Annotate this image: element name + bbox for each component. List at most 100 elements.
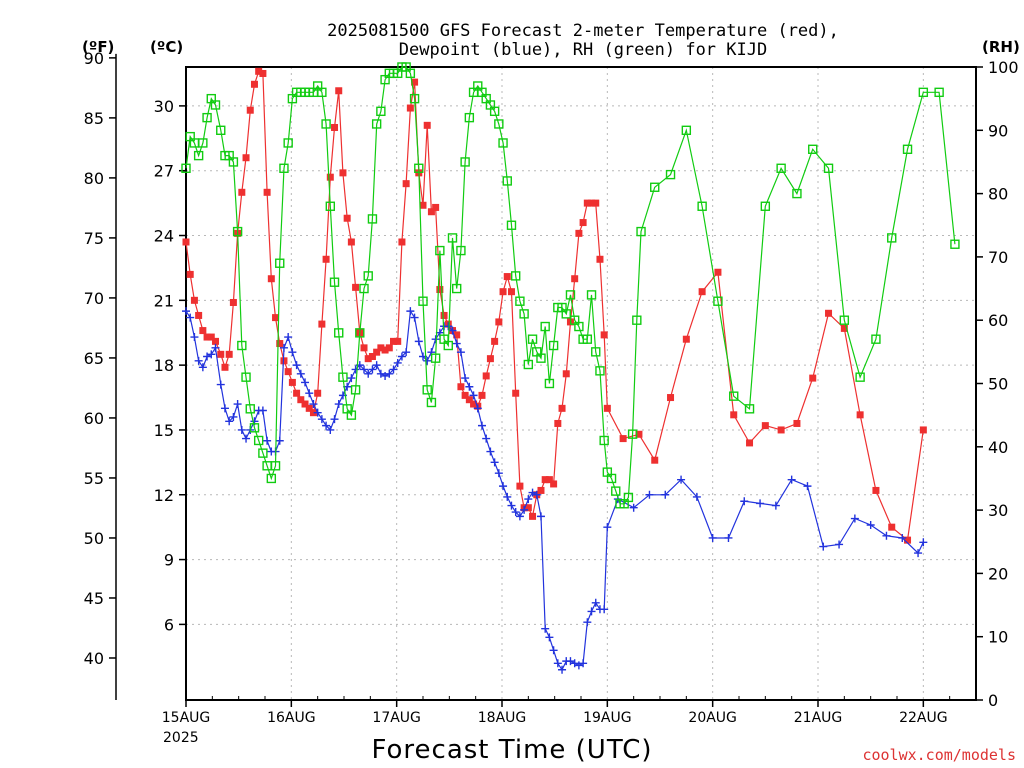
rh-point xyxy=(561,309,571,319)
rh-point xyxy=(376,106,386,117)
celsius-tick-label: 27 xyxy=(154,162,174,181)
rh-point xyxy=(729,391,739,401)
temperature-point xyxy=(919,426,927,434)
rh-point xyxy=(443,340,453,351)
dewpoint-point xyxy=(229,412,238,421)
rh-point xyxy=(249,423,260,433)
rh-tick-label: 90 xyxy=(988,121,1008,140)
rh-point xyxy=(623,492,634,503)
dewpoint-point xyxy=(211,343,220,352)
credit-link[interactable]: coolwx.com/models xyxy=(862,746,1016,764)
temperature-point xyxy=(588,199,596,207)
dewpoint-point xyxy=(819,542,828,551)
rh-point xyxy=(627,429,638,439)
temperature-point xyxy=(309,409,317,417)
temperature-point xyxy=(436,286,444,294)
temperature-point xyxy=(398,238,406,246)
temperature-point xyxy=(225,350,233,358)
temperature-point xyxy=(195,311,203,319)
temperature-point xyxy=(364,355,372,363)
dewpoint-point xyxy=(549,646,558,655)
rh-point xyxy=(586,290,597,300)
x-tick-label: 15AUG xyxy=(162,710,211,726)
temperature-point xyxy=(512,389,520,397)
temperature-point xyxy=(793,419,801,427)
celsius-tick-label: 12 xyxy=(154,486,174,505)
temperature-point xyxy=(600,331,608,339)
temperature-point xyxy=(507,288,515,296)
dewpoint-point xyxy=(203,352,212,361)
temperature-point xyxy=(872,486,880,494)
rh-point xyxy=(650,182,660,192)
rh-point xyxy=(591,347,601,357)
dewpoint-point xyxy=(182,307,190,316)
dewpoint-point xyxy=(490,458,499,467)
rh-point xyxy=(887,233,897,243)
dewpoint-point xyxy=(381,371,390,380)
temperature-point xyxy=(377,344,385,352)
dewpoint-point xyxy=(536,512,545,521)
rh-point xyxy=(210,100,221,110)
fahrenheit-tick-label: 90 xyxy=(84,49,104,68)
dewpoint-point xyxy=(558,665,567,674)
dewpoint-point xyxy=(898,533,907,542)
dewpoint-point xyxy=(661,490,670,499)
celsius-tick-label: 21 xyxy=(154,291,174,310)
temperature-point xyxy=(746,439,754,447)
rh-point xyxy=(325,201,336,211)
rh-point xyxy=(409,93,420,104)
temperature-point xyxy=(373,348,381,356)
fahrenheit-tick-label: 65 xyxy=(84,349,104,368)
temperature-point xyxy=(263,188,271,196)
dewpoint-point xyxy=(279,343,288,352)
dewpoint-point xyxy=(284,333,293,342)
rh-point xyxy=(447,233,458,243)
rh-tick-label: 30 xyxy=(988,501,1008,520)
temperature-point xyxy=(326,173,334,181)
rh-point xyxy=(245,404,255,414)
temperature-point xyxy=(255,67,263,75)
dewpoint-point xyxy=(541,624,550,633)
dewpoint-point xyxy=(677,475,686,484)
temperature-point xyxy=(571,275,579,283)
temperature-point xyxy=(343,214,351,222)
temperature-point xyxy=(714,268,722,276)
dewpoint-point xyxy=(574,661,583,670)
rh-point xyxy=(198,138,208,148)
temperature-point xyxy=(238,188,246,196)
rh-point xyxy=(744,404,755,414)
temperature-point xyxy=(390,337,398,345)
dewpoint-point xyxy=(423,356,432,365)
temperature-point xyxy=(579,219,587,227)
dewpoint-point xyxy=(376,369,385,378)
rh-point xyxy=(506,220,517,230)
temperature-point xyxy=(199,327,207,335)
temperature-point xyxy=(217,350,225,358)
rh-point xyxy=(426,397,437,408)
rh-point xyxy=(355,328,365,338)
temperature-point xyxy=(385,344,393,352)
dewpoint-point xyxy=(740,497,749,506)
dewpoint-point xyxy=(242,434,251,443)
temperature-point xyxy=(211,337,219,345)
rh-point xyxy=(599,435,609,446)
temperature-point xyxy=(478,391,486,399)
temperature-point xyxy=(314,389,322,397)
temperature-point xyxy=(524,504,532,512)
dewpoint-point xyxy=(216,380,225,389)
x-tick-label: 17AUG xyxy=(372,710,421,726)
dewpoint-point xyxy=(347,374,356,383)
rh-point xyxy=(632,315,642,325)
temperature-point xyxy=(318,320,326,328)
temperature-point xyxy=(411,78,419,86)
temperature-point xyxy=(259,69,267,77)
temperature-point xyxy=(203,333,211,341)
temperature-point xyxy=(381,346,389,354)
dewpoint-point xyxy=(322,421,331,430)
rh-point xyxy=(258,448,268,458)
dewpoint-point xyxy=(288,348,297,357)
rh-point xyxy=(241,372,251,382)
rh-line xyxy=(185,66,956,505)
rh-point xyxy=(611,486,621,496)
dewpoint-point xyxy=(452,339,461,348)
